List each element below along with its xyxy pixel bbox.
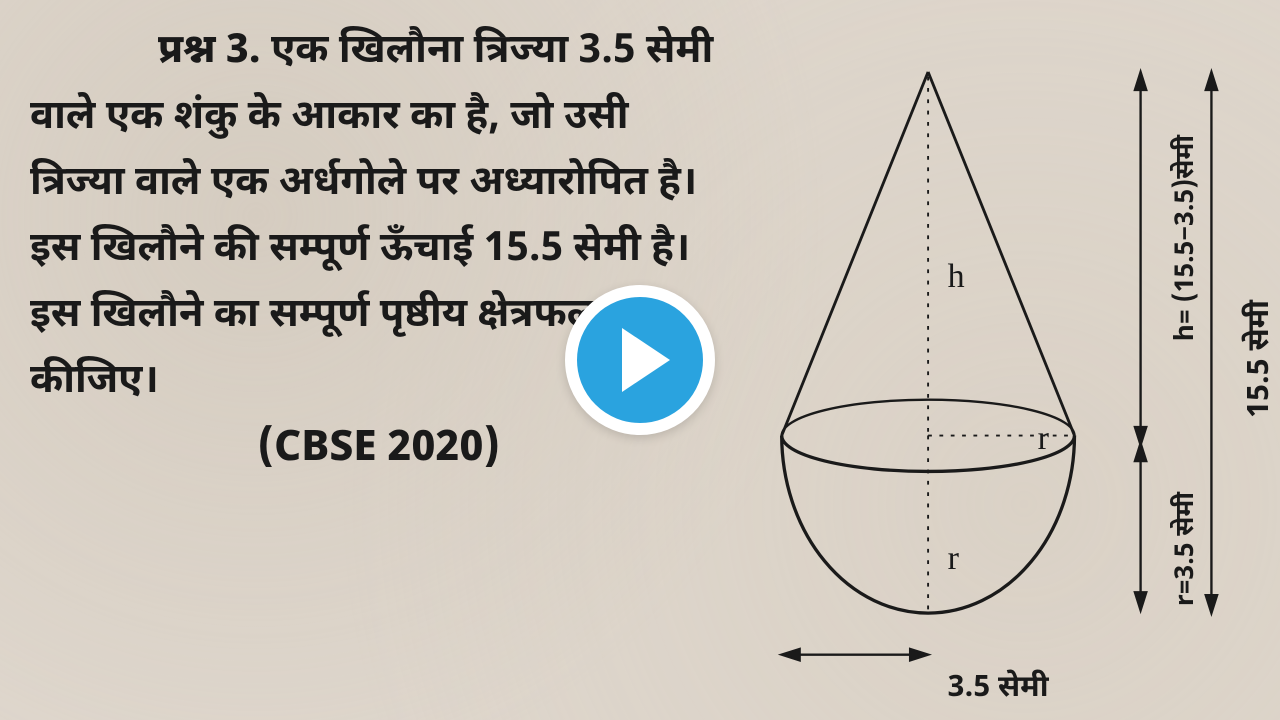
cone-h-dimension-label: h= (15.5−3.5)सेमी bbox=[1170, 135, 1204, 341]
hemisphere-radius-label: r bbox=[948, 540, 959, 578]
total-height-dimension-label: 15.5 सेमी bbox=[1242, 300, 1280, 418]
cone-height-label: h bbox=[948, 258, 965, 296]
diagram-area: h r r h= (15.5−3.5)सेमी r=3.5 सेमी 15.5 … bbox=[738, 20, 1250, 700]
radius-horizontal-label: r bbox=[1038, 420, 1049, 458]
question-label: प्रश्न 3. bbox=[158, 27, 261, 79]
hemisphere-r-dimension-label: r=3.5 सेमी bbox=[1170, 492, 1204, 606]
play-button[interactable] bbox=[565, 285, 715, 435]
bottom-radius-label: 3.5 सेमी bbox=[948, 670, 1049, 709]
